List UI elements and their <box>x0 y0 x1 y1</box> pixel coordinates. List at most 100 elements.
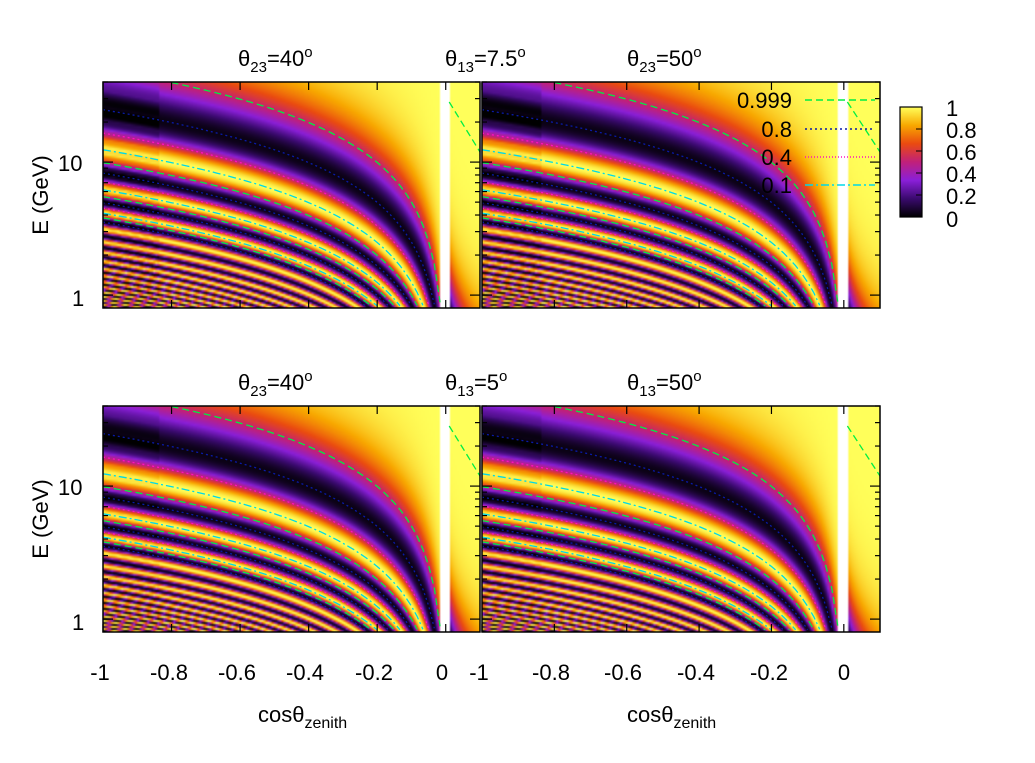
contour-line-0999 <box>846 101 881 153</box>
contour-line <box>171 81 441 303</box>
contour-line <box>102 132 430 306</box>
colorbar-tick-08: 0.8 <box>946 118 977 143</box>
contour-line <box>481 217 766 307</box>
x-tick-right-m06: -0.6 <box>604 660 642 685</box>
contour-line-0999 <box>448 101 481 153</box>
x-axis-label-left: cosθzenith <box>258 702 347 732</box>
x-tick-right-0: 0 <box>838 660 850 685</box>
x-tick-left-m04: -0.4 <box>286 660 324 685</box>
contour-line <box>102 513 401 631</box>
heatmap-top-left <box>103 82 480 308</box>
y-axis-label-bottom: E (GeV) <box>28 479 53 558</box>
contour-line <box>102 109 435 305</box>
contour-line <box>481 486 815 630</box>
contour-line <box>481 189 797 307</box>
contour-line <box>554 81 839 303</box>
contour-line <box>481 172 809 306</box>
y-tick-10-bottom: 10 <box>58 475 82 500</box>
contour-line <box>481 212 772 307</box>
contour-line <box>102 149 424 306</box>
contour-line <box>102 195 395 307</box>
colorbar-tick-1: 1 <box>946 96 958 121</box>
contour-line <box>102 541 372 631</box>
contour-line <box>102 536 378 631</box>
colorbar-tick-02: 0.2 <box>946 184 977 209</box>
contour-line <box>102 496 413 630</box>
y-tick-10-top: 10 <box>58 151 82 176</box>
legend-label-08: 0.8 <box>761 117 792 142</box>
contour-line <box>481 162 815 306</box>
contour-line <box>481 149 821 306</box>
y-tick-1-bottom: 1 <box>72 610 84 635</box>
contour-line <box>481 513 797 631</box>
panel-frame-bottom-right <box>481 405 881 633</box>
x-tick-left-m06: -0.6 <box>218 660 256 685</box>
x-axis-label-right: cosθzenith <box>627 702 716 732</box>
heatmap-bottom-right <box>482 406 880 632</box>
contour-line-0999 <box>846 425 881 477</box>
colorbar <box>899 106 923 218</box>
contour-line <box>481 496 809 630</box>
x-tick-right-m02: -0.2 <box>750 660 788 685</box>
contour-line <box>171 405 441 627</box>
contour-line <box>102 519 395 631</box>
contour-line <box>102 217 372 307</box>
contour-line <box>102 212 378 307</box>
panel-frame-bottom-left <box>102 405 481 633</box>
x-tick-right-m1: -1 <box>469 660 489 685</box>
x-tick-right-m04: -0.4 <box>677 660 715 685</box>
x-tick-left-m08: -0.8 <box>150 660 188 685</box>
panel-frame-top-left <box>102 81 481 309</box>
contour-line <box>481 132 827 306</box>
contour-line <box>102 189 401 307</box>
contour-line-0999 <box>448 425 481 477</box>
contour-line <box>481 195 790 307</box>
legend-label-0999: 0.999 <box>737 88 792 113</box>
x-tick-left-m1: -1 <box>90 660 110 685</box>
contour-line <box>102 456 430 630</box>
axis-ticks <box>102 81 880 632</box>
contour-line <box>481 202 784 307</box>
contour-line <box>481 526 784 631</box>
heatmap-bottom-left <box>103 406 480 632</box>
title-top-right: θ23=50o <box>627 44 702 76</box>
contour-line <box>481 541 766 631</box>
contour-line <box>102 486 418 630</box>
contour-line <box>102 172 413 306</box>
contour-line <box>102 433 435 629</box>
contour-line <box>102 473 424 630</box>
colorbar-ticks <box>916 106 922 218</box>
x-tick-left-0: 0 <box>436 660 448 685</box>
title-top-left: θ23=40o <box>238 44 313 76</box>
contour-line <box>102 202 390 307</box>
contour-line <box>481 207 778 307</box>
contour-line <box>102 162 418 306</box>
title-bottom-right: θ13=50o <box>627 368 702 400</box>
title-bottom-mid: θ13=5o <box>445 368 507 400</box>
x-tick-right-m08: -0.8 <box>532 660 570 685</box>
y-tick-1-top: 1 <box>72 286 84 311</box>
contour-line <box>102 181 407 307</box>
x-tick-left-m02: -0.2 <box>355 660 393 685</box>
contour-line <box>102 505 407 631</box>
panel-frame-top-right <box>481 81 881 309</box>
contour-line <box>481 221 760 307</box>
title-bottom-left: θ23=40o <box>238 368 313 400</box>
legend: 0.999 0.8 0.4 0.1 <box>737 88 875 198</box>
title-top-mid: θ13=7.5o <box>445 44 526 76</box>
legend-label-01: 0.1 <box>761 173 792 198</box>
y-axis-label-top: E (GeV) <box>28 155 53 234</box>
contour-overlay <box>102 81 881 631</box>
heatmap-top-right <box>482 82 880 308</box>
contour-line <box>554 405 839 627</box>
colorbar-tick-0: 0 <box>946 207 958 232</box>
contour-line <box>481 473 821 630</box>
contour-line <box>481 536 772 631</box>
contour-line <box>102 526 390 631</box>
contour-line <box>481 519 790 631</box>
colorbar-tick-04: 0.4 <box>946 162 977 187</box>
colorbar-tick-06: 0.6 <box>946 140 977 165</box>
legend-label-04: 0.4 <box>761 145 792 170</box>
contour-line <box>481 545 760 631</box>
